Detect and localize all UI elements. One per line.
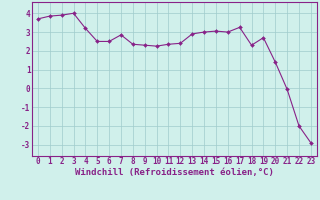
X-axis label: Windchill (Refroidissement éolien,°C): Windchill (Refroidissement éolien,°C) [75,168,274,177]
